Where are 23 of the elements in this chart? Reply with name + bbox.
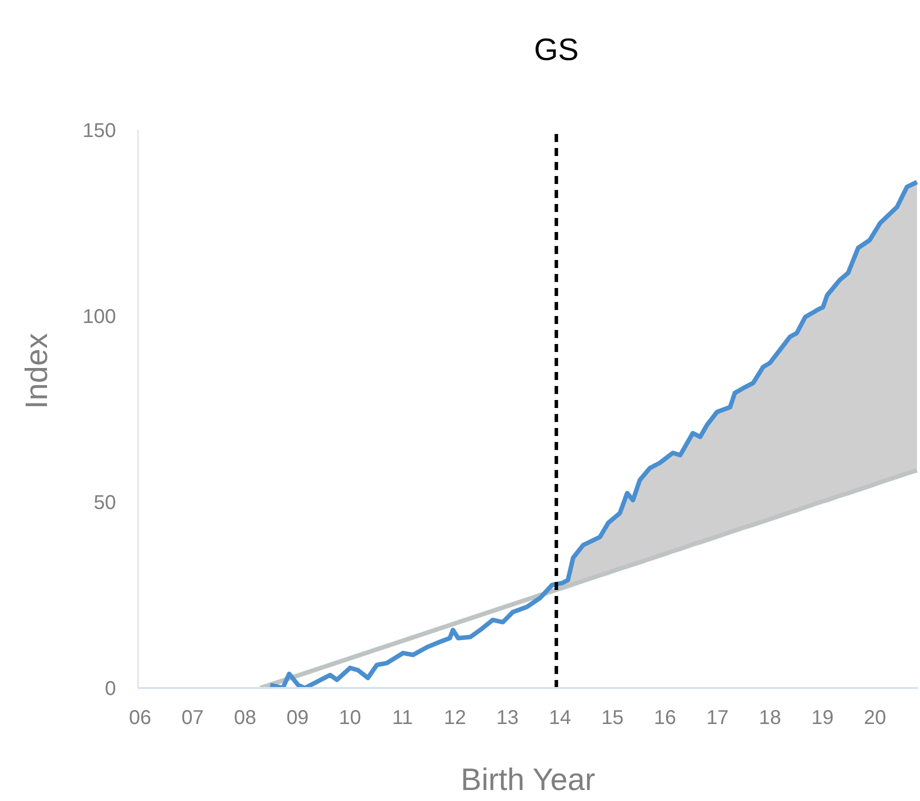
x-tick-label: 11: [392, 707, 413, 730]
x-tick-label: 06: [128, 707, 152, 730]
y-tick-label: 0: [104, 678, 116, 700]
y-tick-label: 50: [94, 492, 116, 514]
x-tick-label: 09: [286, 707, 309, 730]
x-tick-label: 20: [864, 707, 886, 730]
line-series: [268, 180, 918, 688]
x-tick-label: 15: [601, 707, 624, 730]
x-tick-label: 16: [654, 707, 676, 730]
x-tick-label: 12: [444, 707, 466, 730]
x-tick-label: 18: [758, 707, 782, 730]
x-tick-label: 13: [496, 707, 519, 730]
x-tick-label: 19: [811, 707, 834, 730]
ref-line-label: GS: [534, 32, 579, 67]
x-tick-label: 07: [181, 707, 204, 730]
y-tick-label: 150: [82, 120, 116, 142]
y-tick-label: 100: [82, 306, 116, 328]
x-tick-label: 14: [548, 707, 572, 730]
x-tick-label: 08: [234, 707, 256, 730]
x-tick-label: 17: [706, 707, 729, 730]
x-tick-label: 10: [338, 707, 362, 730]
x-axis-title: Birth Year: [460, 762, 596, 797]
y-axis-title: Index: [19, 332, 54, 409]
